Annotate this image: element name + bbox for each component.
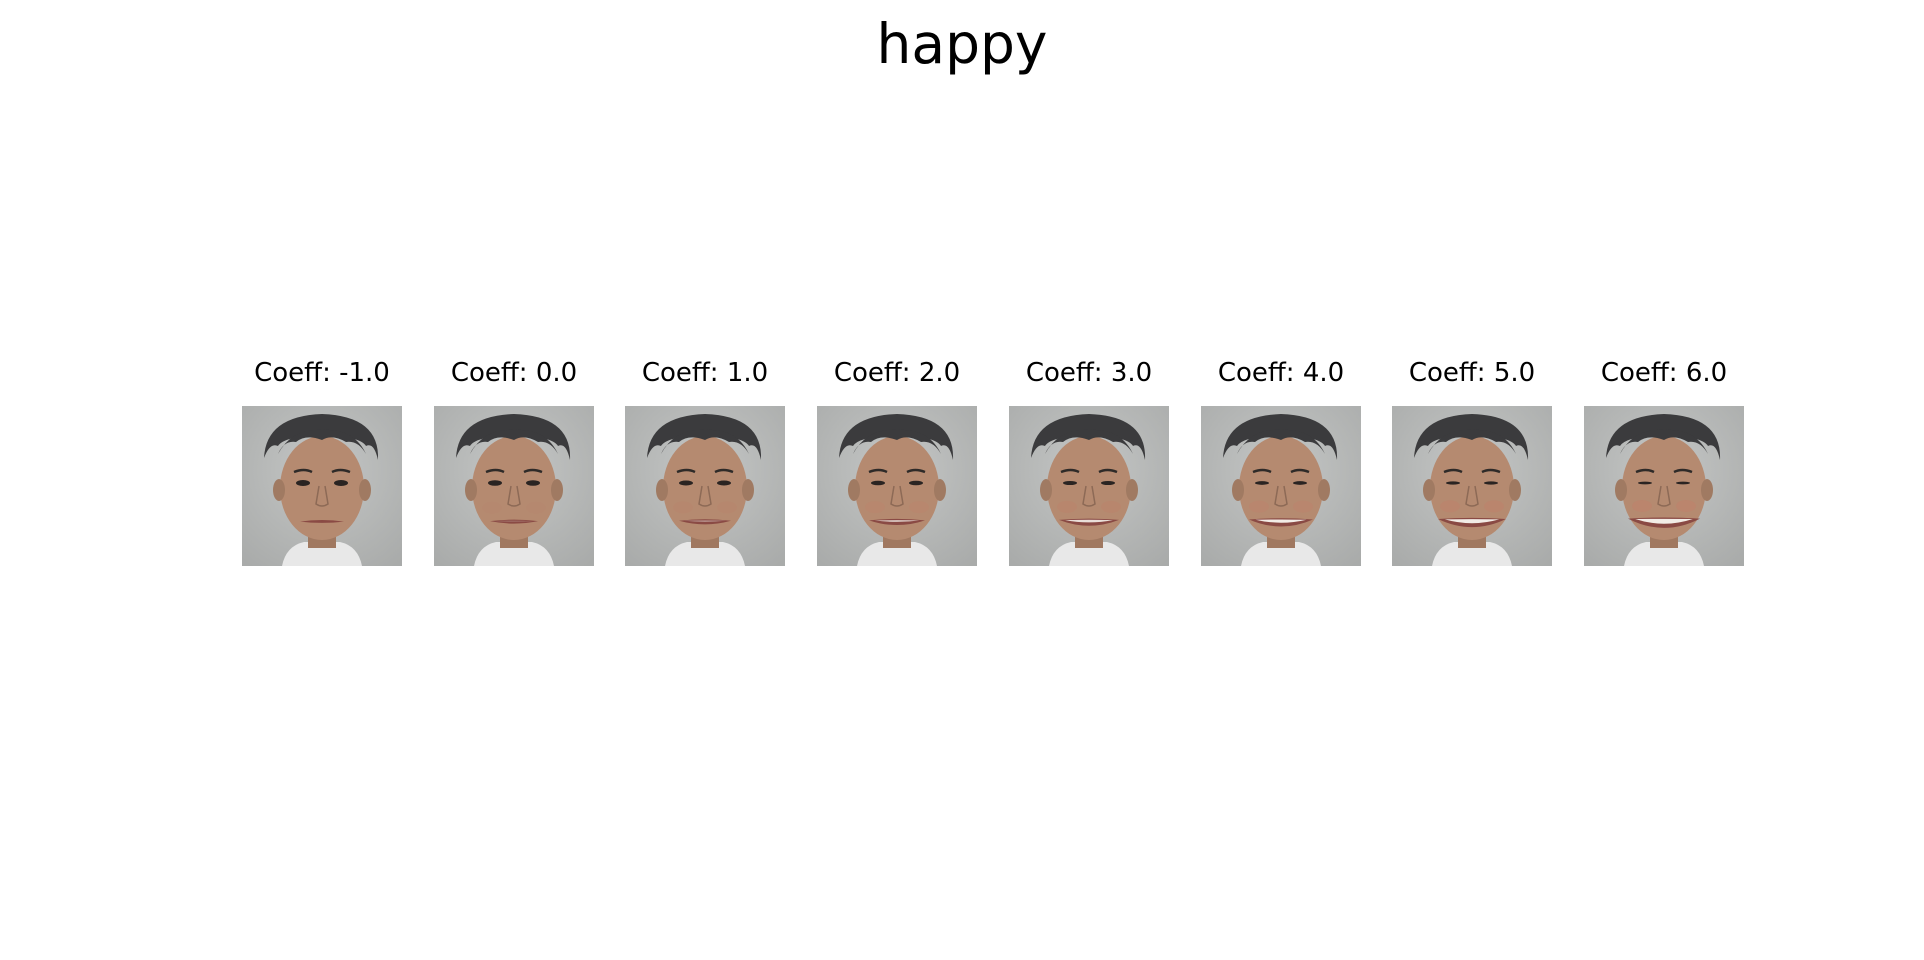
- face-panel: Coeff: 0.0: [434, 358, 594, 566]
- face-panel: Coeff: 2.0: [817, 358, 977, 566]
- face-image: [434, 406, 594, 566]
- figure-title: happy: [876, 12, 1048, 76]
- coefficient-label: Coeff: 6.0: [1600, 358, 1728, 388]
- face-image: [1009, 406, 1169, 566]
- face-panel: Coeff: 1.0: [625, 358, 785, 566]
- face-panel: Coeff: 5.0: [1392, 358, 1552, 566]
- coefficient-label: Coeff: 4.0: [1217, 358, 1345, 388]
- face-panel: Coeff: 6.0: [1584, 358, 1744, 566]
- coefficient-label: Coeff: 5.0: [1408, 358, 1536, 388]
- face-panel: Coeff: 4.0: [1201, 358, 1361, 566]
- face-image: [625, 406, 785, 566]
- face-image: [242, 406, 402, 566]
- coefficient-label: Coeff: 3.0: [1025, 358, 1153, 388]
- coefficient-label: Coeff: 0.0: [450, 358, 578, 388]
- face-image: [1392, 406, 1552, 566]
- coefficient-label: Coeff: 2.0: [833, 358, 961, 388]
- coefficient-label: Coeff: -1.0: [254, 358, 390, 388]
- face-image: [817, 406, 977, 566]
- coefficient-label: Coeff: 1.0: [641, 358, 769, 388]
- face-image: [1584, 406, 1744, 566]
- face-image: [1201, 406, 1361, 566]
- face-panel: Coeff: 3.0: [1009, 358, 1169, 566]
- face-panel: Coeff: -1.0: [242, 358, 402, 566]
